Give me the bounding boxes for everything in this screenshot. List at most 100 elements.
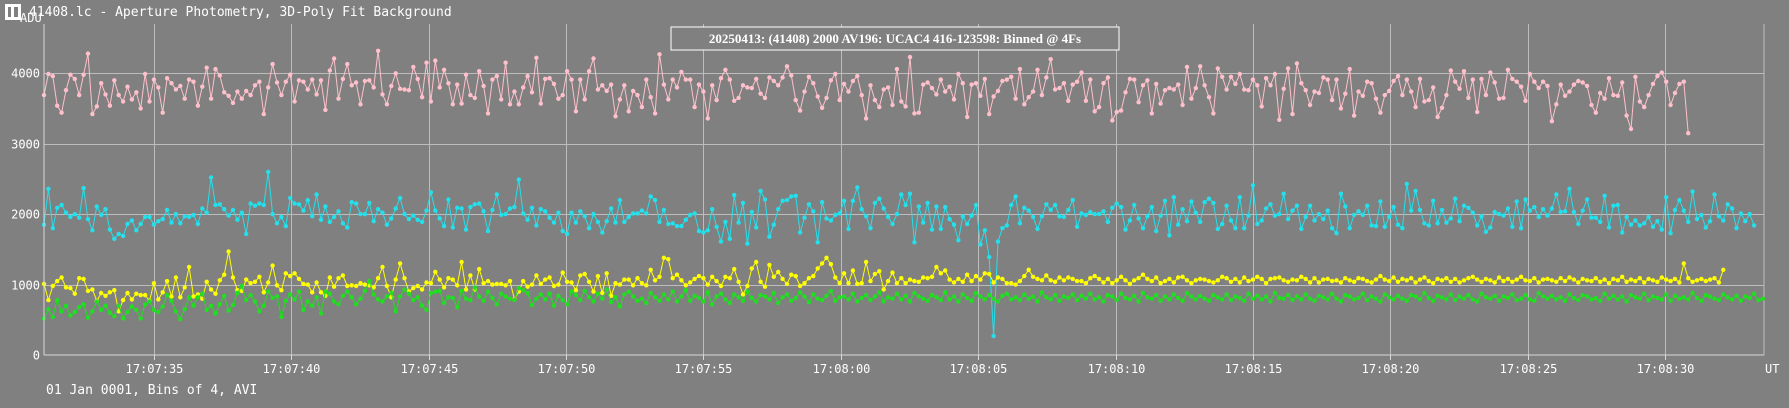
data-point [261, 290, 266, 295]
data-point [727, 300, 732, 306]
data-point [1356, 89, 1361, 94]
data-point [244, 297, 249, 303]
data-point [648, 267, 653, 272]
data-point [1250, 183, 1256, 188]
data-point [129, 218, 135, 223]
data-point [582, 271, 587, 277]
data-point [90, 228, 95, 233]
data-point [353, 80, 359, 85]
data-point [415, 76, 420, 82]
data-point [1646, 276, 1651, 282]
data-point [402, 87, 407, 92]
data-point [578, 297, 583, 303]
data-point [679, 278, 684, 283]
data-point [349, 200, 354, 205]
data-point [68, 285, 73, 291]
data-point [1070, 197, 1075, 203]
data-point [1580, 292, 1585, 298]
data-point [1290, 297, 1295, 303]
data-point [340, 273, 346, 278]
data-point [1448, 292, 1454, 297]
data-point [1373, 277, 1379, 282]
data-point [1527, 278, 1533, 284]
data-point [349, 83, 354, 88]
data-point [1668, 278, 1673, 284]
data-point [754, 259, 759, 265]
data-point [912, 111, 917, 116]
data-point [1162, 198, 1168, 203]
data-point [956, 238, 961, 243]
data-point [622, 83, 627, 88]
data-point [1022, 102, 1027, 107]
data-point [1052, 292, 1058, 298]
data-point [1127, 76, 1133, 82]
data-point [107, 227, 113, 232]
data-point [151, 281, 157, 286]
data-point [595, 87, 601, 92]
data-point [1224, 203, 1229, 208]
data-point [793, 295, 798, 301]
data-point [912, 240, 917, 245]
data-point [450, 102, 455, 107]
data-point [1475, 109, 1480, 115]
data-point [705, 228, 710, 233]
data-point [345, 225, 350, 230]
data-point [1202, 277, 1207, 282]
data-point [481, 209, 486, 214]
data-point [94, 299, 100, 304]
data-point [608, 293, 614, 298]
data-point [345, 289, 350, 294]
data-point [644, 300, 649, 306]
data-point [1457, 280, 1462, 285]
data-point [1699, 276, 1704, 282]
data-point [296, 202, 302, 207]
data-point [1650, 224, 1656, 229]
data-point [1496, 211, 1502, 217]
x-tick-label: 17:07:35 [126, 362, 184, 376]
data-point [1620, 294, 1625, 299]
data-point [125, 290, 130, 296]
data-point [353, 302, 359, 307]
data-point [283, 298, 288, 303]
data-point [872, 97, 878, 103]
data-point [393, 71, 398, 76]
data-point [1672, 276, 1678, 282]
data-point [1312, 276, 1317, 281]
data-point [639, 208, 645, 213]
data-point [1694, 278, 1700, 283]
data-point [50, 314, 55, 320]
data-point [375, 48, 381, 53]
data-point [261, 202, 266, 208]
data-point [626, 214, 631, 220]
data-point [1285, 216, 1291, 222]
data-point [1360, 276, 1366, 282]
data-point [1422, 290, 1427, 296]
data-point [1589, 297, 1594, 302]
data-point [46, 297, 51, 303]
data-point [213, 291, 218, 296]
data-point [1571, 82, 1577, 87]
data-point [1026, 267, 1031, 272]
data-point [1356, 209, 1361, 214]
data-point [244, 231, 249, 237]
data-point [213, 202, 218, 208]
data-point [965, 272, 970, 277]
data-point [1716, 280, 1722, 285]
chart-title: 20250413: (41408) 2000 AV196: UCAC4 416-… [709, 31, 1081, 46]
chart-window-icon[interactable] [5, 4, 21, 20]
data-point [138, 316, 143, 321]
data-point [1501, 95, 1506, 101]
data-point [1149, 296, 1155, 301]
data-point [266, 169, 271, 175]
data-point [850, 198, 856, 203]
data-point [1048, 57, 1053, 62]
data-point [1514, 199, 1519, 204]
data-point [1532, 204, 1537, 210]
data-point [683, 288, 688, 293]
data-point [929, 274, 935, 279]
data-point [1272, 213, 1278, 218]
data-point [191, 212, 196, 218]
data-point [1048, 278, 1053, 283]
data-point [525, 217, 530, 222]
data-point [1576, 221, 1581, 227]
